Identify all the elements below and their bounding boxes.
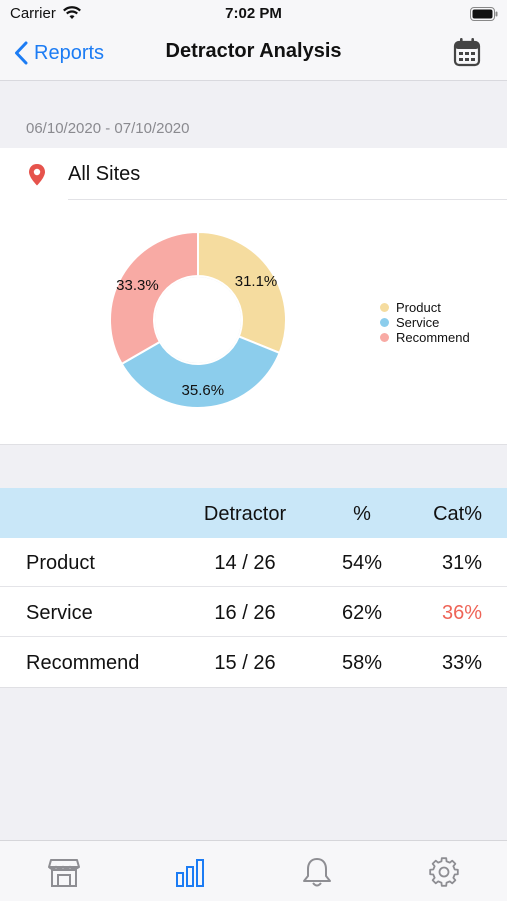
legend-item-product: Product bbox=[380, 300, 470, 315]
legend-swatch bbox=[380, 333, 389, 342]
donut-slice-recommend[interactable] bbox=[109, 230, 199, 366]
header-detractor: Detractor bbox=[203, 503, 287, 525]
legend-item-recommend: Recommend bbox=[380, 330, 470, 345]
table-header: Detractor % Cat% bbox=[0, 488, 507, 538]
location-pin-icon bbox=[27, 163, 47, 192]
battery-icon bbox=[470, 7, 498, 25]
legend-swatch bbox=[380, 318, 389, 327]
donut-slice-product[interactable] bbox=[197, 230, 287, 355]
status-bar: Carrier 7:02 PM bbox=[0, 0, 507, 28]
legend-item-service: Service bbox=[380, 315, 470, 330]
page-title: Detractor Analysis bbox=[165, 40, 342, 62]
chevron-left-icon bbox=[15, 41, 28, 65]
row-cat-percent: 33% bbox=[441, 652, 482, 674]
legend-label: Recommend bbox=[396, 330, 470, 345]
row-cat-percent: 31% bbox=[441, 552, 482, 574]
clock-time: 7:02 PM bbox=[225, 5, 282, 22]
legend-label: Product bbox=[396, 300, 441, 315]
gear-icon bbox=[429, 857, 459, 887]
row-percent: 54% bbox=[341, 552, 383, 574]
row-percent: 62% bbox=[341, 602, 383, 624]
navigation-bar: Reports Detractor Analysis bbox=[0, 28, 507, 81]
slice-label-recommend: 33.3% bbox=[116, 277, 159, 294]
tab-notifications[interactable] bbox=[299, 855, 335, 889]
tab-store[interactable] bbox=[46, 855, 82, 889]
table-body: Product 14 / 26 54% 31% Service 16 / 26 … bbox=[0, 538, 507, 688]
bar-chart-icon bbox=[176, 859, 204, 887]
row-detractor: 16 / 26 bbox=[214, 602, 276, 624]
slice-label-service: 35.6% bbox=[182, 382, 225, 399]
donut-slice-service[interactable] bbox=[120, 335, 281, 409]
divider bbox=[68, 199, 507, 200]
wifi-icon bbox=[62, 6, 82, 24]
carrier-label: Carrier bbox=[10, 5, 56, 22]
legend-swatch bbox=[380, 303, 389, 312]
calendar-icon[interactable] bbox=[453, 37, 481, 72]
row-detractor: 15 / 26 bbox=[214, 652, 276, 674]
site-label: All Sites bbox=[68, 163, 141, 185]
tab-bar bbox=[0, 840, 507, 901]
slice-label-product: 31.1% bbox=[235, 273, 278, 290]
donut-chart: 31.1% 35.6% 33.3% bbox=[109, 230, 287, 409]
store-icon bbox=[48, 859, 80, 887]
row-name: Product bbox=[26, 552, 95, 574]
bell-icon bbox=[303, 858, 331, 887]
gear-outline bbox=[429, 857, 459, 887]
legend-label: Service bbox=[396, 315, 440, 330]
table-row[interactable]: Product 14 / 26 54% 31% bbox=[0, 538, 507, 587]
divider bbox=[0, 636, 507, 637]
date-range: 06/10/2020 - 07/10/2020 bbox=[26, 120, 190, 137]
header-cat-percent: Cat% bbox=[433, 503, 482, 525]
row-cat-percent: 36% bbox=[441, 602, 482, 624]
donut-hole bbox=[155, 277, 241, 363]
row-detractor: 14 / 26 bbox=[214, 552, 276, 574]
divider bbox=[0, 586, 507, 587]
table-row[interactable]: Recommend 15 / 26 58% 33% bbox=[0, 638, 507, 687]
gear-center bbox=[438, 866, 450, 878]
back-button-label: Reports bbox=[34, 41, 105, 64]
chart-legend: Product Service Recommend bbox=[380, 300, 470, 345]
row-percent: 58% bbox=[341, 652, 383, 674]
row-name: Service bbox=[26, 602, 93, 624]
table-row[interactable]: Service 16 / 26 62% 36% bbox=[0, 588, 507, 637]
header-percent: % bbox=[353, 503, 371, 525]
chart-card: All Sites 31.1% 35.6% 33.3% Product Service… bbox=[0, 148, 507, 445]
tab-settings[interactable] bbox=[426, 855, 462, 889]
row-name: Recommend bbox=[26, 652, 140, 674]
back-button[interactable]: Reports bbox=[14, 38, 104, 68]
site-selector[interactable]: All Sites bbox=[0, 148, 507, 200]
tab-reports[interactable] bbox=[172, 855, 208, 889]
